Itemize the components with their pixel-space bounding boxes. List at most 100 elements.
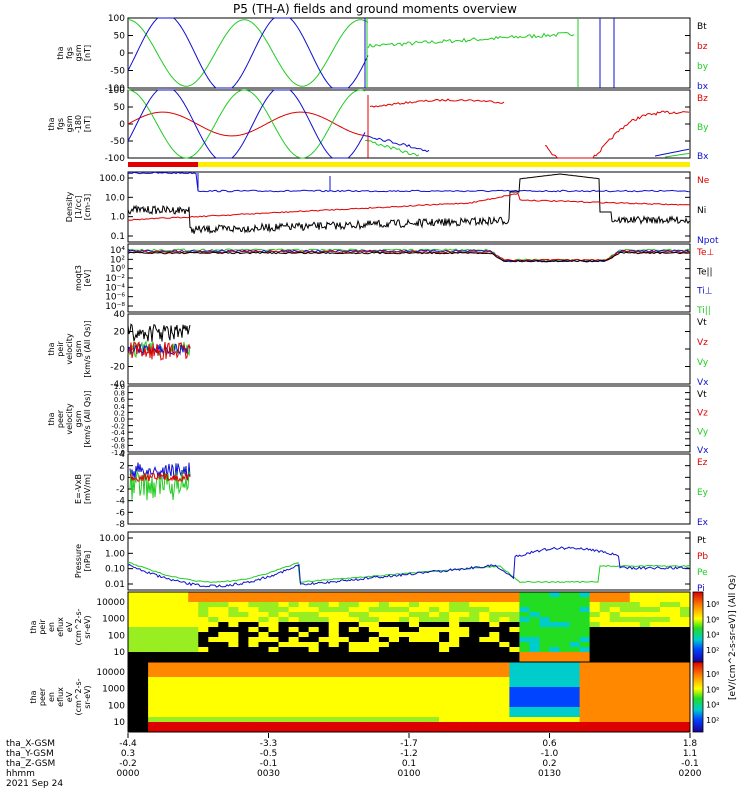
legend-entry: Te||	[696, 267, 713, 277]
ez-trace	[129, 471, 191, 482]
spectrogram-cell	[569, 697, 581, 703]
spectrogram-cell	[168, 612, 179, 618]
spectrogram-cell	[539, 687, 550, 693]
spectrogram-cell	[238, 717, 249, 723]
spectrogram-cell	[639, 642, 651, 648]
spectrogram-cell	[218, 637, 229, 643]
spectrogram-cell	[188, 727, 199, 733]
panel-frame	[127, 385, 691, 453]
bz-trace	[544, 110, 690, 159]
spectrogram-cell	[128, 647, 139, 653]
spectrogram-cell	[248, 602, 259, 608]
y-tick-label: 40	[114, 310, 126, 320]
spectrogram-cell	[208, 647, 219, 653]
spectrogram-cell	[268, 652, 279, 658]
spectrogram-cell	[659, 597, 671, 603]
y-tick-label: 100	[108, 631, 125, 641]
spectrogram-cell	[419, 657, 430, 663]
spectrogram-cell	[449, 667, 460, 673]
spectrogram-cell	[298, 727, 310, 733]
spectrogram-cell	[268, 727, 279, 733]
spectrogram-cell	[669, 642, 681, 648]
spectrogram-cell	[258, 657, 269, 663]
spectrogram-cell	[288, 622, 300, 628]
spectrogram-cell	[198, 592, 209, 598]
spectrogram-cell	[419, 637, 430, 643]
spectrogram-cell	[569, 627, 581, 633]
y-tick-label: -50	[110, 137, 125, 147]
spectrogram-cell	[559, 607, 570, 613]
spectrogram-cell	[258, 602, 269, 608]
spectrogram-cell	[529, 662, 540, 668]
spectrogram-cell	[659, 622, 671, 628]
spectrogram-cell	[579, 727, 591, 733]
spectrogram-cell	[308, 702, 320, 708]
spectrogram-cell	[298, 632, 310, 638]
spectrogram-cell	[278, 717, 289, 723]
spectrogram-cell	[188, 672, 199, 678]
spectrogram-cell	[178, 697, 189, 703]
spectrogram-cell	[178, 657, 189, 663]
spectrogram-cell	[449, 672, 460, 678]
spectrogram-cell	[308, 687, 320, 693]
spectrogram-cell	[659, 652, 671, 658]
spectrogram-cell	[539, 727, 550, 733]
spectrogram-cell	[579, 697, 591, 703]
spectrogram-cell	[338, 627, 350, 633]
spectrogram-cell	[138, 722, 149, 728]
spectrogram-cell	[680, 677, 691, 683]
spectrogram-cell	[258, 717, 269, 723]
spectrogram-cell	[278, 702, 289, 708]
spectrogram-cell	[459, 672, 470, 678]
spectrogram-cell	[148, 682, 159, 688]
panel-frame	[127, 453, 691, 525]
spectrogram-cell	[449, 607, 460, 613]
spectrogram-cell	[599, 657, 611, 663]
spectrogram-cell	[589, 597, 601, 603]
spectrogram-cell	[589, 617, 601, 623]
spectrogram-cell	[128, 697, 139, 703]
spectrogram-cell	[599, 597, 611, 603]
bz-trace	[127, 111, 366, 137]
spectrogram-cell	[659, 672, 671, 678]
spectrogram-cell	[549, 602, 560, 608]
spectrogram-cell	[629, 652, 641, 658]
x-row-label: tha_Y-GSM	[6, 749, 54, 759]
x-tick-label: -0.1	[260, 759, 278, 769]
spectrogram-cell	[198, 607, 209, 613]
spectrogram-cell	[198, 717, 209, 723]
spectrogram-cell	[449, 682, 460, 688]
spectrogram-cell	[258, 597, 269, 603]
spectrogram-cell	[680, 637, 691, 643]
spectrogram-cell	[278, 642, 289, 648]
spectrogram-cell	[519, 722, 530, 728]
spectrogram-cell	[318, 602, 330, 608]
spectrogram-cell	[238, 627, 249, 633]
spectrogram-cell	[680, 662, 691, 668]
spectrogram-cell	[549, 722, 560, 728]
spectrogram-cell	[168, 697, 179, 703]
spectrogram-cell	[639, 617, 651, 623]
spectrogram-cell	[439, 622, 450, 628]
spectrogram-cell	[288, 637, 300, 643]
spectrogram-cell	[348, 602, 360, 608]
spectrogram-cell	[288, 602, 300, 608]
by-trace	[128, 19, 369, 87]
spectrogram-cell	[489, 707, 500, 713]
spectrogram-cell	[509, 712, 520, 718]
status-bar	[198, 162, 690, 167]
spectrogram-cell	[419, 622, 430, 628]
spectrogram-cell	[649, 632, 661, 638]
spectrogram-cell	[629, 692, 641, 698]
spectrogram-cell	[298, 612, 310, 618]
spectrogram-cell	[378, 662, 390, 668]
spectrogram-cell	[629, 592, 641, 598]
spectrogram-cell	[469, 672, 480, 678]
y-tick-label: 0.10	[105, 565, 125, 575]
spectrogram-cell	[659, 707, 671, 713]
spectrogram-cell	[368, 677, 380, 683]
spectrogram-cell	[619, 612, 631, 618]
spectrogram-cell	[228, 712, 239, 718]
spectrogram-cell	[178, 632, 189, 638]
